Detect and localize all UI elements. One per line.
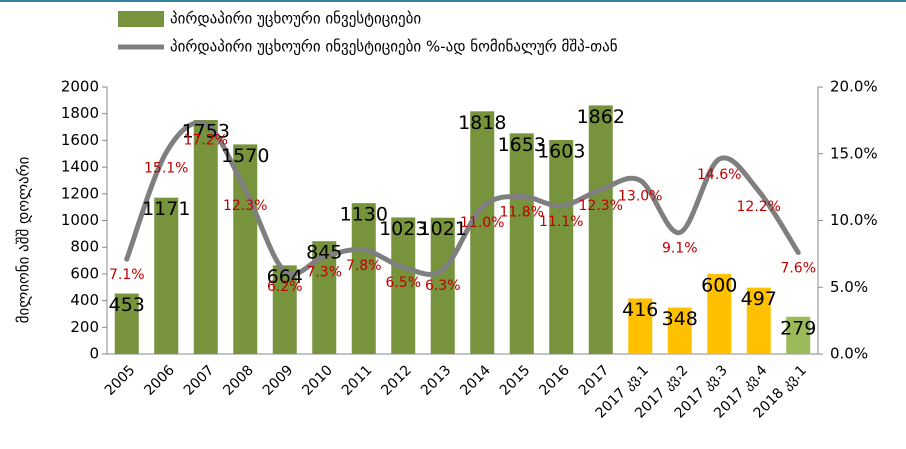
bar-value-label: 1818 <box>458 112 506 134</box>
bar <box>391 217 416 354</box>
bar-value-label: 1130 <box>340 204 388 226</box>
bar <box>588 105 613 354</box>
line-value-label: 7.1% <box>109 267 145 283</box>
bar <box>272 265 297 354</box>
bar <box>667 307 692 354</box>
bar <box>430 217 455 354</box>
line <box>124 120 801 277</box>
y-tick-label: 600 <box>70 264 99 282</box>
bar-value-label: 845 <box>306 242 342 264</box>
bar-value-label: 453 <box>109 294 145 316</box>
line-value-label: 6.2% <box>267 279 303 295</box>
bar <box>549 139 574 354</box>
bar-value-label: 1753 <box>182 120 230 142</box>
bar-value-label: 497 <box>741 288 777 310</box>
y-tick-label: 2000 <box>61 78 99 96</box>
bar <box>746 287 771 354</box>
line-value-label: 11.0% <box>460 215 504 231</box>
line-value-label: 12.3% <box>579 198 623 214</box>
line-value-label: 14.6% <box>697 167 741 183</box>
line-value-label: 7.3% <box>306 265 342 281</box>
bar-value-label: 664 <box>267 266 303 288</box>
bar <box>193 119 218 354</box>
bar-value-label: 1862 <box>577 106 625 128</box>
bar-value-label: 279 <box>780 317 816 339</box>
x-tick-label: 2010 <box>299 362 336 399</box>
line-value-label: 11.8% <box>500 204 544 220</box>
x-tick-label: 2008 <box>220 362 257 399</box>
bar-value-label: 1021 <box>419 218 467 240</box>
y-tick-label: 1800 <box>61 104 99 122</box>
line-value-label: 15.1% <box>144 160 188 176</box>
x-tick-label: 2013 <box>418 362 455 399</box>
legend-swatch <box>118 11 164 27</box>
y-tick-label: 200 <box>70 318 99 336</box>
bar <box>707 273 732 354</box>
line-value-label: 12.3% <box>223 198 267 214</box>
x-tick-label: 2015 <box>497 362 534 399</box>
y-axis-label: მილიონი აშშ დოლარი <box>15 156 33 323</box>
legend-label: პირდაპირი უცხოური ინვესტიციები %-ად ნომი… <box>170 38 618 56</box>
line-value-label: 17.2% <box>184 132 228 148</box>
bar <box>114 293 139 354</box>
x-tick-label: 2011 <box>339 362 376 399</box>
bar <box>509 133 534 354</box>
y-tick-label: 1000 <box>61 211 99 229</box>
y-tick-label: 0 <box>89 345 99 363</box>
y-tick-label: 400 <box>70 291 99 309</box>
y-tick-label: 1400 <box>61 158 99 176</box>
line-value-label: 13.0% <box>618 188 662 204</box>
bar-value-label: 416 <box>622 299 658 321</box>
bar-value-label: 1171 <box>142 198 190 220</box>
bar <box>470 111 495 354</box>
bar-value-label: 348 <box>662 308 698 330</box>
bar-value-label: 1653 <box>498 134 546 156</box>
line-value-label: 11.1% <box>539 214 583 230</box>
x-tick-label: 2016 <box>536 362 573 399</box>
x-tick-label: 2006 <box>141 362 178 399</box>
bar-value-label: 1570 <box>221 145 269 167</box>
y2-tick-label: 10.0% <box>830 211 878 229</box>
line-value-label: 7.6% <box>780 261 816 277</box>
bar-value-label: 600 <box>701 274 737 296</box>
line-value-label: 6.3% <box>425 278 461 294</box>
y2-tick-label: 15.0% <box>830 144 878 162</box>
line-value-label: 6.5% <box>385 275 421 291</box>
x-tick-label: 2005 <box>102 362 139 399</box>
x-tick-label: 2012 <box>378 362 415 399</box>
bar <box>786 316 811 354</box>
bar <box>351 203 376 354</box>
line-value-label: 12.2% <box>737 199 781 215</box>
x-tick-label: 2014 <box>457 362 494 399</box>
legend-label: პირდაპირი უცხოური ინვესტიციები <box>170 10 421 28</box>
top-border <box>0 0 906 2</box>
bar <box>628 298 653 354</box>
bar-value-label: 1603 <box>537 140 585 162</box>
y-tick-label: 800 <box>70 238 99 256</box>
line-value-label: 9.1% <box>662 241 698 257</box>
y2-tick-label: 5.0% <box>830 278 868 296</box>
y2-tick-label: 0.0% <box>830 345 868 363</box>
x-tick-label: 2017 <box>576 362 613 399</box>
bar <box>154 197 179 354</box>
x-tick-label: 2009 <box>260 362 297 399</box>
y-tick-label: 1600 <box>61 131 99 149</box>
line-value-label: 7.8% <box>346 258 382 274</box>
bar-value-label: 1023 <box>379 218 427 240</box>
y2-tick-label: 20.0% <box>830 78 878 96</box>
y-tick-label: 1200 <box>61 184 99 202</box>
x-tick-label: 2007 <box>181 362 218 399</box>
